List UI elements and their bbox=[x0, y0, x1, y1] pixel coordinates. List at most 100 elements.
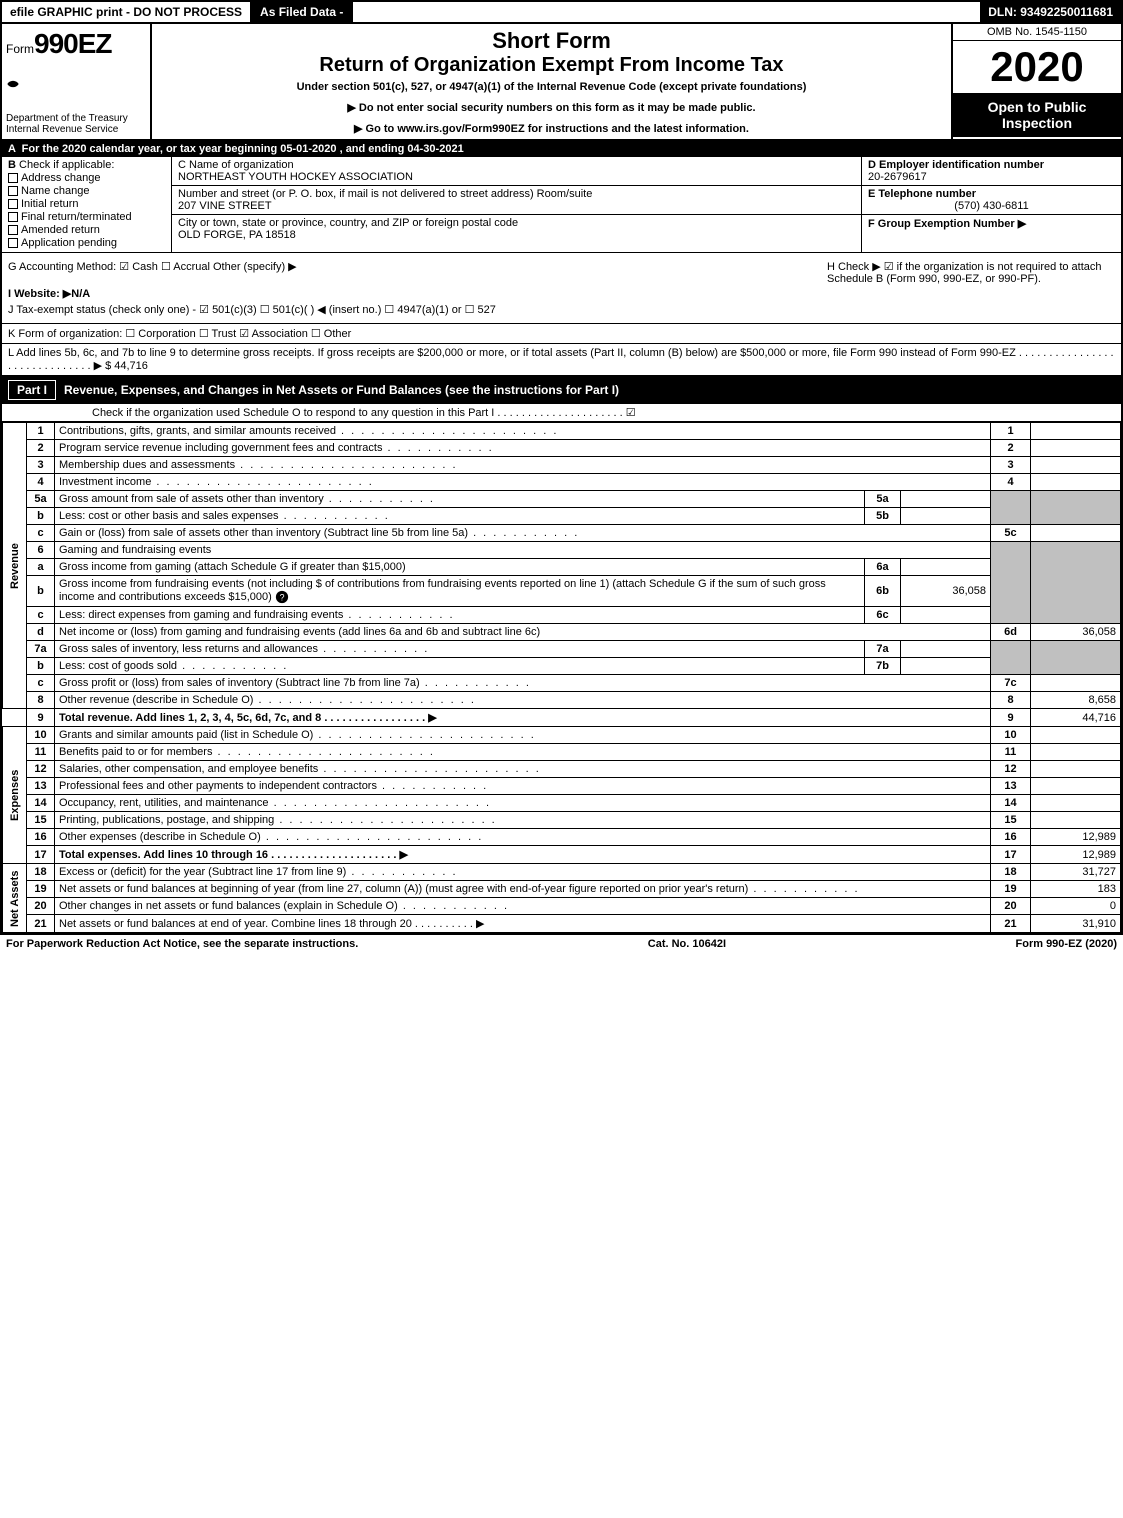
line-16: 16 Other expenses (describe in Schedule … bbox=[3, 829, 1121, 846]
j-tax-exempt: J Tax-exempt status (check only one) - ☑… bbox=[8, 303, 815, 316]
open-public: Open to Public Inspection bbox=[953, 93, 1121, 137]
line-5a: 5a Gross amount from sale of assets othe… bbox=[3, 491, 1121, 508]
short-form-title: Short Form bbox=[160, 28, 943, 54]
i-website: I Website: ▶N/A bbox=[8, 287, 815, 300]
h-right: H Check ▶ ☑ if the organization is not r… bbox=[821, 253, 1121, 323]
gij-left: G Accounting Method: ☑ Cash ☐ Accrual Ot… bbox=[2, 253, 821, 323]
line-10: Expenses 10 Grants and similar amounts p… bbox=[3, 727, 1121, 744]
line-19: 19 Net assets or fund balances at beginn… bbox=[3, 881, 1121, 898]
efile-label: efile GRAPHIC print - DO NOT PROCESS bbox=[2, 2, 252, 22]
part1-header: Part I Revenue, Expenses, and Changes in… bbox=[2, 376, 1121, 404]
form-number: Form990EZ bbox=[6, 28, 146, 60]
goto-text: ▶ Go to www.irs.gov/Form990EZ for instru… bbox=[354, 123, 749, 135]
line-8: 8 Other revenue (describe in Schedule O)… bbox=[3, 692, 1121, 709]
f-group: F Group Exemption Number ▶ bbox=[862, 215, 1121, 252]
dln-label: DLN: 93492250011681 bbox=[980, 2, 1121, 22]
e-phone: E Telephone number (570) 430-6811 bbox=[862, 186, 1121, 215]
goto-link[interactable]: ▶ Go to www.irs.gov/Form990EZ for instru… bbox=[160, 122, 943, 135]
chk-amended[interactable]: Amended return bbox=[8, 224, 165, 236]
top-bar: efile GRAPHIC print - DO NOT PROCESS As … bbox=[2, 2, 1121, 24]
header-mid: Short Form Return of Organization Exempt… bbox=[152, 24, 951, 139]
revenue-table: Revenue 1 Contributions, gifts, grants, … bbox=[2, 422, 1121, 933]
h-check: H Check ▶ ☑ if the organization is not r… bbox=[827, 260, 1115, 285]
line-17: 17 Total expenses. Add lines 10 through … bbox=[3, 846, 1121, 864]
no-ssn: ▶ Do not enter social security numbers o… bbox=[160, 101, 943, 114]
line-7c: c Gross profit or (loss) from sales of i… bbox=[3, 675, 1121, 692]
form-num: 990EZ bbox=[34, 28, 112, 59]
line-6b: b Gross income from fundraising events (… bbox=[3, 576, 1121, 607]
footer: For Paperwork Reduction Act Notice, see … bbox=[0, 935, 1123, 953]
line-5b: b Less: cost or other basis and sales ex… bbox=[3, 508, 1121, 525]
line-9: 9 Total revenue. Add lines 1, 2, 3, 4, 5… bbox=[3, 709, 1121, 727]
part1-title: Revenue, Expenses, and Changes in Net As… bbox=[64, 383, 619, 397]
line-6d: d Net income or (loss) from gaming and f… bbox=[3, 624, 1121, 641]
bcdef-block: B Check if applicable: Address change Na… bbox=[2, 157, 1121, 253]
c-name: C Name of organization NORTHEAST YOUTH H… bbox=[172, 157, 861, 186]
line-7a: 7a Gross sales of inventory, less return… bbox=[3, 641, 1121, 658]
line-6a: a Gross income from gaming (attach Sched… bbox=[3, 559, 1121, 576]
line-1: Revenue 1 Contributions, gifts, grants, … bbox=[3, 423, 1121, 440]
c-street-label: Number and street (or P. O. box, if mail… bbox=[178, 188, 855, 200]
part1-label: Part I bbox=[8, 380, 56, 400]
chk-address[interactable]: Address change bbox=[8, 172, 165, 184]
line-14: 14 Occupancy, rent, utilities, and maint… bbox=[3, 795, 1121, 812]
revenue-vlabel: Revenue bbox=[3, 423, 27, 709]
e-value: (570) 430-6811 bbox=[868, 200, 1115, 212]
help-icon[interactable]: ? bbox=[275, 590, 289, 604]
under-section: Under section 501(c), 527, or 4947(a)(1)… bbox=[160, 81, 943, 93]
f-label: F Group Exemption Number ▶ bbox=[868, 218, 1026, 230]
chk-name[interactable]: Name change bbox=[8, 185, 165, 197]
chk-initial[interactable]: Initial return bbox=[8, 198, 165, 210]
c-city-label: City or town, state or province, country… bbox=[178, 217, 855, 229]
c-city: City or town, state or province, country… bbox=[172, 215, 861, 243]
footer-left: For Paperwork Reduction Act Notice, see … bbox=[6, 938, 358, 950]
netassets-vlabel: Net Assets bbox=[3, 864, 27, 933]
def-block: D Employer identification number 20-2679… bbox=[861, 157, 1121, 252]
c-street: Number and street (or P. O. box, if mail… bbox=[172, 186, 861, 215]
tax-year: 2020 bbox=[953, 41, 1121, 93]
b-checkboxes: B Check if applicable: Address change Na… bbox=[2, 157, 172, 252]
line-6c: c Less: direct expenses from gaming and … bbox=[3, 607, 1121, 624]
c-value: NORTHEAST YOUTH HOCKEY ASSOCIATION bbox=[178, 171, 855, 183]
chk-final[interactable]: Final return/terminated bbox=[8, 211, 165, 223]
row-l: L Add lines 5b, 6c, and 7b to line 9 to … bbox=[2, 344, 1121, 376]
c-label: C Name of organization bbox=[178, 159, 855, 171]
part1-sub: Check if the organization used Schedule … bbox=[2, 404, 1121, 422]
omb-number: OMB No. 1545-1150 bbox=[953, 24, 1121, 41]
svg-text:?: ? bbox=[279, 593, 284, 603]
line-2: 2 Program service revenue including gove… bbox=[3, 440, 1121, 457]
g-accounting: G Accounting Method: ☑ Cash ☐ Accrual Ot… bbox=[8, 260, 815, 273]
line-3: 3 Membership dues and assessments 3 bbox=[3, 457, 1121, 474]
line-18: Net Assets 18 Excess or (deficit) for th… bbox=[3, 864, 1121, 881]
line-5c: c Gain or (loss) from sale of assets oth… bbox=[3, 525, 1121, 542]
line-13: 13 Professional fees and other payments … bbox=[3, 778, 1121, 795]
b-label: Check if applicable: bbox=[19, 159, 114, 171]
line-11: 11 Benefits paid to or for members 11 bbox=[3, 744, 1121, 761]
ghij-block: G Accounting Method: ☑ Cash ☐ Accrual Ot… bbox=[2, 253, 1121, 324]
line-4: 4 Investment income 4 bbox=[3, 474, 1121, 491]
dept-label: Department of the Treasury Internal Reve… bbox=[6, 113, 146, 135]
e-label: E Telephone number bbox=[868, 188, 976, 200]
irs-eagle-icon bbox=[6, 77, 20, 91]
expenses-vlabel: Expenses bbox=[3, 727, 27, 864]
header-row: Form990EZ Department of the Treasury Int… bbox=[2, 24, 1121, 141]
row-a-text: For the 2020 calendar year, or tax year … bbox=[22, 143, 464, 155]
c-city-value: OLD FORGE, PA 18518 bbox=[178, 229, 855, 241]
line-20: 20 Other changes in net assets or fund b… bbox=[3, 898, 1121, 915]
form-prefix: Form bbox=[6, 42, 34, 56]
footer-right: Form 990-EZ (2020) bbox=[1016, 938, 1118, 950]
c-street-value: 207 VINE STREET bbox=[178, 200, 855, 212]
as-filed-label: As Filed Data - bbox=[252, 2, 353, 22]
row-k: K Form of organization: ☐ Corporation ☐ … bbox=[2, 324, 1121, 344]
footer-mid: Cat. No. 10642I bbox=[648, 938, 726, 950]
line-21: 21 Net assets or fund balances at end of… bbox=[3, 915, 1121, 933]
line-15: 15 Printing, publications, postage, and … bbox=[3, 812, 1121, 829]
return-title: Return of Organization Exempt From Incom… bbox=[160, 54, 943, 77]
d-label: D Employer identification number bbox=[868, 159, 1044, 171]
topbar-spacer bbox=[353, 2, 980, 22]
header-left: Form990EZ Department of the Treasury Int… bbox=[2, 24, 152, 139]
chk-pending[interactable]: Application pending bbox=[8, 237, 165, 249]
d-ein: D Employer identification number 20-2679… bbox=[862, 157, 1121, 186]
c-block: C Name of organization NORTHEAST YOUTH H… bbox=[172, 157, 861, 252]
irs-label: Internal Revenue Service bbox=[6, 124, 146, 135]
